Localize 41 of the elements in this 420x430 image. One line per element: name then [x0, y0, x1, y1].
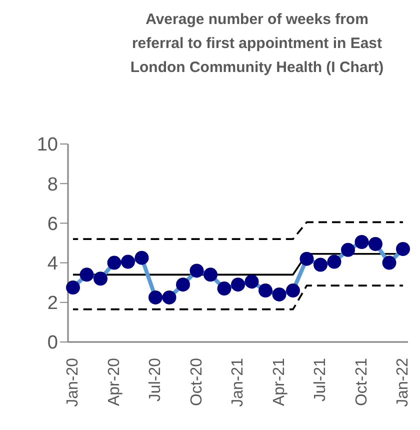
point — [217, 282, 232, 296]
point — [396, 242, 410, 256]
point — [258, 284, 272, 298]
x-tick-label: Jan-22 — [394, 358, 412, 407]
point — [341, 242, 355, 257]
x-tick-label: Jul-21 — [312, 358, 329, 402]
x-tick-label: Jul-20 — [147, 358, 164, 402]
chart-title: Average number of weeks from referral to first appointment in East London Community Health (I Chart) — [129, 10, 385, 78]
y-tick-label: 10 — [36, 134, 58, 156]
point — [176, 278, 190, 292]
x-tick-label: Oct-20 — [188, 358, 206, 406]
y-tick-label: 4 — [47, 254, 58, 275]
point — [121, 254, 135, 269]
point — [368, 236, 382, 251]
point — [244, 274, 259, 289]
point — [272, 287, 286, 302]
point — [190, 264, 204, 278]
point — [314, 258, 328, 272]
x-tick-label: Jan-21 — [230, 358, 246, 407]
y-tick-label: 6 — [47, 214, 58, 235]
x-tick-label: Apr-20 — [106, 358, 123, 406]
y-tick-label: 8 — [47, 174, 58, 196]
y-tick-label: 0 — [47, 332, 58, 354]
point — [94, 272, 108, 286]
point — [162, 290, 176, 304]
point — [66, 280, 80, 295]
point — [300, 252, 314, 266]
point — [204, 268, 218, 282]
x-tick-label: Oct-21 — [353, 358, 370, 406]
point — [382, 256, 396, 270]
x-tick-label: Apr-21 — [270, 358, 288, 406]
point — [286, 284, 300, 298]
point — [354, 235, 369, 250]
point — [134, 250, 149, 265]
point — [107, 256, 122, 270]
point — [148, 290, 162, 304]
point — [327, 254, 342, 269]
point — [80, 268, 94, 282]
x-tick-label: Jan-20 — [64, 358, 82, 407]
point — [231, 278, 245, 292]
y-tick-label: 2 — [47, 293, 58, 314]
